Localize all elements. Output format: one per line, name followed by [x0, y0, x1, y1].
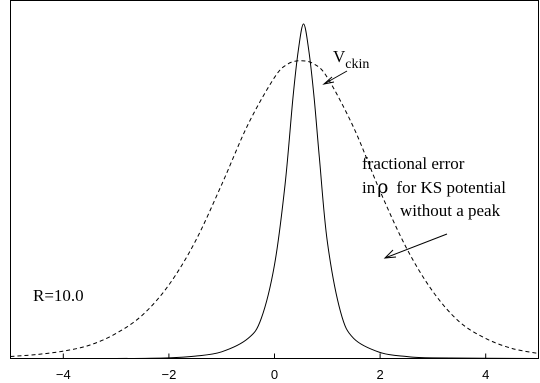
vckin-curve — [10, 23, 539, 360]
error-label-line1: fractional error — [362, 154, 465, 173]
x-tick-label: −2 — [161, 367, 176, 382]
rho-symbol: ρ — [377, 176, 388, 198]
fractional-error-curve — [10, 60, 539, 357]
vckin-label: Vckin — [333, 47, 369, 72]
x-tick-label: 0 — [271, 367, 278, 382]
error-label-line2: in ρ for KS potential — [362, 176, 506, 198]
vckin-arrow — [322, 70, 348, 85]
error-label-ks: for KS potential — [396, 178, 506, 197]
vckin-label-sub: ckin — [345, 57, 369, 72]
vckin-label-main: V — [333, 47, 346, 66]
x-axis-ticks: −4 −2 0 2 4 — [56, 353, 489, 382]
x-tick-label: −4 — [56, 367, 71, 382]
error-arrow — [383, 233, 448, 259]
error-label-line3: without a peak — [400, 201, 501, 220]
x-tick-label: 4 — [482, 367, 489, 382]
r-label: R=10.0 — [33, 286, 84, 305]
error-label-in: in — [362, 178, 376, 197]
x-tick-label: 2 — [376, 367, 383, 382]
